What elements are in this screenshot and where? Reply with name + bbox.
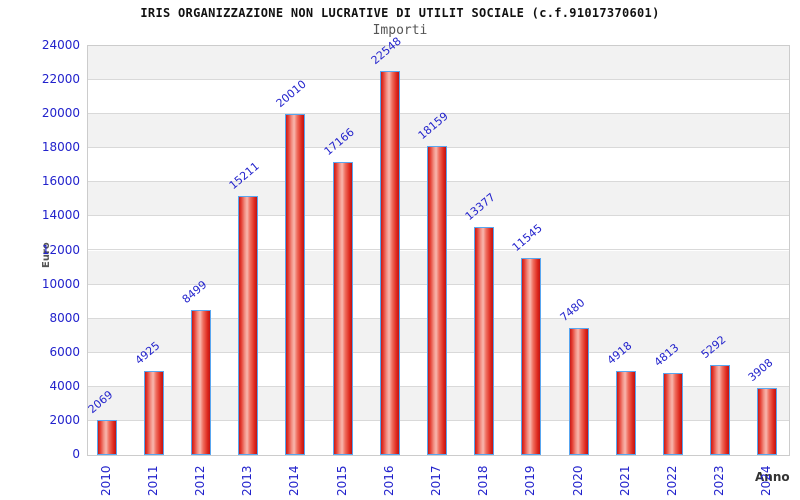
x-tick-label: 2018 [476, 465, 491, 496]
bar-2012 [190, 310, 211, 455]
x-tick-label: 2021 [617, 465, 632, 496]
bar-2019 [521, 258, 542, 455]
y-tick-label: 20000 [41, 106, 80, 121]
bar-2023 [710, 365, 731, 455]
y-tick-label: 12000 [41, 242, 80, 257]
bar-2013 [238, 196, 259, 455]
y-tick-label: 24000 [41, 38, 80, 52]
grid-band [88, 80, 789, 115]
x-tick-label: 2014 [287, 465, 302, 496]
y-tick-label: 22000 [41, 72, 80, 87]
y-tick-label: 8000 [49, 310, 80, 325]
chart-title: IRIS ORGANIZZAZIONE NON LUCRATIVE DI UTI… [140, 6, 660, 20]
x-tick-label: 2022 [664, 465, 679, 496]
bar-2014 [285, 114, 306, 455]
y-tick-label: 16000 [41, 174, 80, 189]
y-tick-label: 10000 [41, 276, 80, 291]
bar-2018 [474, 227, 495, 455]
bar-2020 [568, 328, 589, 455]
bar-2022 [662, 373, 683, 455]
x-tick-label: 2012 [192, 465, 207, 496]
y-tick-label: 0 [72, 447, 80, 461]
y-tick-label: 4000 [49, 378, 80, 393]
y-tick-label: 18000 [41, 140, 80, 155]
x-tick-label: 2013 [240, 465, 255, 496]
x-tick-label: 2016 [381, 465, 396, 496]
x-tick-label: 2019 [523, 465, 538, 496]
y-tick-label: 6000 [49, 344, 80, 359]
bar-2021 [615, 371, 636, 455]
x-axis-title: Anno [755, 470, 790, 484]
grid-band [88, 46, 789, 81]
bar-2024 [757, 388, 778, 455]
x-tick-label: 2015 [334, 465, 349, 496]
plot-area: 2069 4925 8499 15211 20010 17166 22548 18159 133… [85, 35, 790, 456]
bar-2015 [332, 162, 353, 455]
x-tick-label: 2011 [145, 465, 160, 496]
x-tick-label: 2023 [712, 465, 727, 496]
bar-2011 [143, 371, 164, 455]
x-tick-label: 2017 [428, 465, 443, 496]
x-tick-label: 2020 [570, 465, 585, 496]
y-tick-label: 2000 [49, 412, 80, 427]
bar-2017 [426, 146, 447, 455]
chart-subtitle: Importi [372, 23, 428, 38]
x-tick-label: 2024 [759, 465, 774, 496]
bar-2010 [96, 420, 117, 455]
y-tick-label: 14000 [41, 208, 80, 223]
x-tick-label: 2010 [98, 465, 113, 496]
bar-2016 [379, 71, 400, 455]
